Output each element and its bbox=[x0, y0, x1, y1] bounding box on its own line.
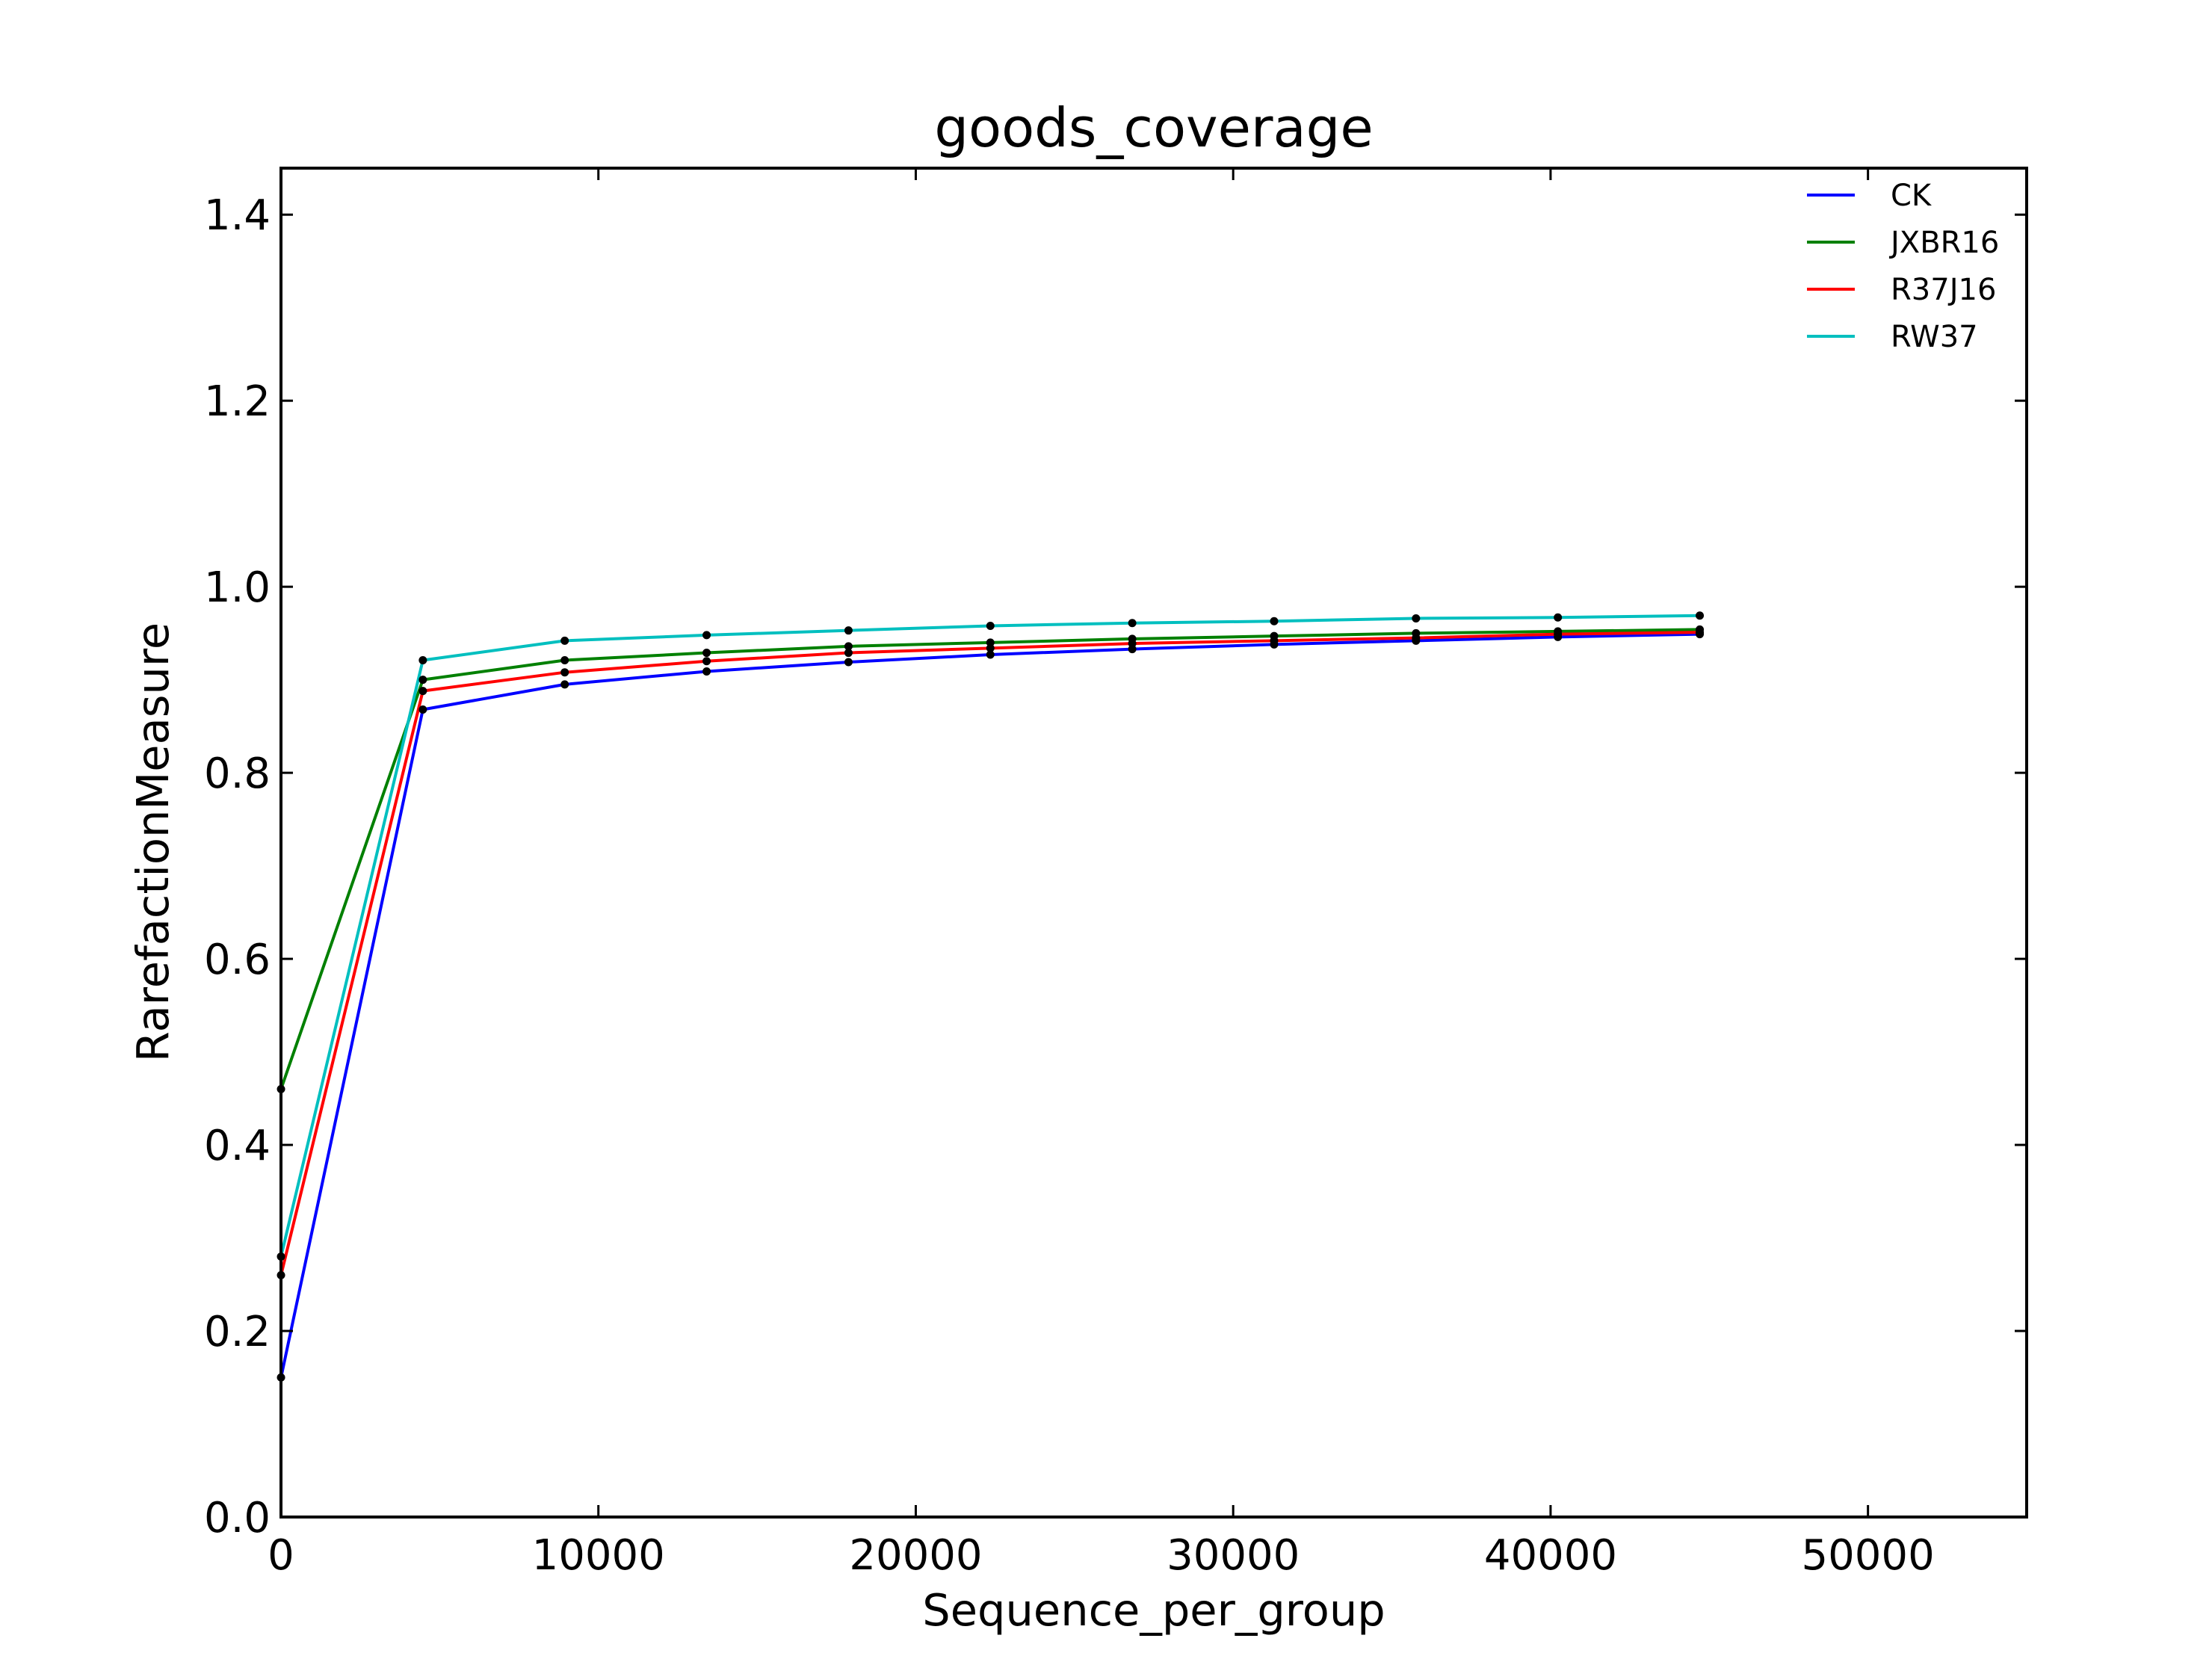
data-point-rw37 bbox=[1696, 611, 1705, 620]
x-tick-label: 20000 bbox=[849, 1531, 982, 1580]
data-point-ck bbox=[844, 658, 853, 667]
x-tick-label: 50000 bbox=[1802, 1531, 1935, 1580]
data-point-ck bbox=[702, 667, 711, 676]
data-point-r37j16 bbox=[560, 668, 569, 677]
data-point-jxbr16 bbox=[844, 642, 853, 651]
data-point-ck bbox=[560, 680, 569, 689]
data-point-r37j16 bbox=[418, 687, 427, 696]
data-point-rw37 bbox=[1128, 619, 1137, 628]
data-point-r37j16 bbox=[1412, 634, 1421, 643]
y-tick-label: 0.6 bbox=[204, 936, 271, 984]
data-point-r37j16 bbox=[1128, 639, 1137, 648]
y-tick-label: 0.0 bbox=[204, 1494, 271, 1542]
x-axis-label: Sequence_per_group bbox=[922, 1584, 1385, 1636]
series-line-rw37 bbox=[279, 614, 1700, 1257]
y-tick-label: 1.2 bbox=[204, 377, 271, 426]
x-tick-label: 0 bbox=[268, 1531, 294, 1580]
legend-label-rw37: RW37 bbox=[1891, 320, 1978, 354]
y-tick-label: 0.8 bbox=[204, 750, 271, 798]
legend-label-jxbr16: JXBR16 bbox=[1888, 226, 1999, 260]
data-point-rw37 bbox=[418, 656, 427, 665]
data-point-r37j16 bbox=[702, 657, 711, 666]
x-axis: 0 10000 20000 30000 40000 50000 bbox=[268, 168, 1935, 1580]
data-point-rw37 bbox=[702, 631, 711, 640]
data-point-r37j16 bbox=[1554, 630, 1563, 639]
data-point-rw37 bbox=[1270, 617, 1279, 625]
data-point-jxbr16 bbox=[418, 676, 427, 685]
data-point-rw37 bbox=[1412, 614, 1421, 622]
y-tick-label: 1.0 bbox=[204, 563, 271, 612]
data-point-r37j16 bbox=[986, 643, 995, 652]
y-tick-label: 0.4 bbox=[204, 1122, 271, 1170]
x-tick-label: 30000 bbox=[1167, 1531, 1300, 1580]
data-point-rw37 bbox=[986, 621, 995, 630]
data-point-rw37 bbox=[1554, 613, 1563, 622]
data-point-jxbr16 bbox=[702, 649, 711, 658]
x-tick-label: 10000 bbox=[532, 1531, 665, 1580]
y-axis: 0.0 0.2 0.4 0.6 0.8 1.0 1.2 1.4 bbox=[204, 191, 2027, 1542]
data-point-ck bbox=[418, 705, 427, 714]
data-point-ck bbox=[986, 650, 995, 659]
y-tick-label: 0.2 bbox=[204, 1308, 271, 1356]
data-point-rw37 bbox=[560, 636, 569, 645]
legend-label-r37j16: R37J16 bbox=[1891, 273, 1996, 307]
plot-frame bbox=[279, 167, 2028, 1519]
y-axis-label: RarefactionMeasure bbox=[127, 622, 179, 1062]
legend: CK JXBR16 R37J16 RW37 bbox=[1807, 179, 1999, 354]
series-line-r37j16 bbox=[279, 631, 1700, 1276]
x-tick-label: 40000 bbox=[1484, 1531, 1617, 1580]
data-point-jxbr16 bbox=[560, 656, 569, 665]
legend-label-ck: CK bbox=[1891, 179, 1933, 213]
chart-title: goods_coverage bbox=[934, 96, 1373, 159]
series-line-ck bbox=[279, 632, 1700, 1378]
plot-area bbox=[276, 611, 1705, 1382]
data-point-r37j16 bbox=[1696, 628, 1705, 637]
data-point-r37j16 bbox=[1270, 636, 1279, 645]
data-point-r37j16 bbox=[844, 649, 853, 658]
data-point-rw37 bbox=[844, 626, 853, 635]
y-tick-label: 1.4 bbox=[204, 191, 271, 240]
